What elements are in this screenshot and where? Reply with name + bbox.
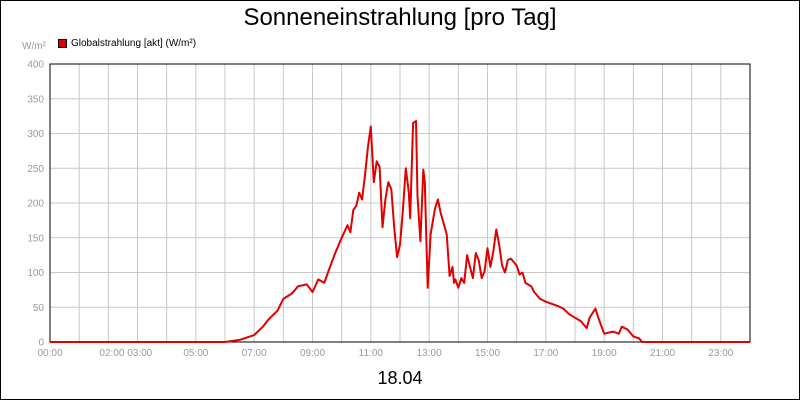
y-tick-label: 100 (27, 268, 44, 279)
series-line (50, 120, 750, 343)
y-tick-label: 350 (27, 94, 44, 105)
y-tick-label: 50 (33, 303, 45, 314)
legend-label: Globalstrahlung [akt] (W/m²) (71, 38, 197, 49)
y-tick-label: 400 (27, 60, 44, 71)
y-tick-label: 300 (27, 129, 44, 140)
x-tick-label: 02:00 03:00 (99, 348, 152, 359)
y-tick-label: 0 (38, 338, 44, 349)
y-unit-label: W/m² (22, 41, 46, 52)
plot-border (49, 63, 751, 343)
x-tick-label: 00:00 (37, 348, 62, 359)
x-tick-label: 21:00 (650, 348, 675, 359)
x-tick-label: 19:00 (592, 348, 617, 359)
legend: Globalstrahlung [akt] (W/m²) (58, 38, 196, 49)
x-tick-label: 15:00 (475, 348, 500, 359)
chart-title: Sonneneinstrahlung [pro Tag] (243, 4, 557, 31)
x-tick-label: 17:00 (533, 348, 558, 359)
x-tick-label: 13:00 (417, 348, 442, 359)
y-tick-label: 150 (27, 233, 44, 244)
x-tick-label: 05:00 (183, 348, 208, 359)
x-tick-label: 09:00 (300, 348, 325, 359)
y-tick-label: 200 (27, 199, 44, 210)
y-tick-label: 250 (27, 164, 44, 175)
legend-swatch (58, 39, 67, 48)
date-label: 18.04 (377, 368, 423, 388)
x-tick-label: 11:00 (359, 348, 384, 359)
x-tick-label: 23:00 (708, 348, 733, 359)
x-tick-label: 07:00 (242, 348, 267, 359)
